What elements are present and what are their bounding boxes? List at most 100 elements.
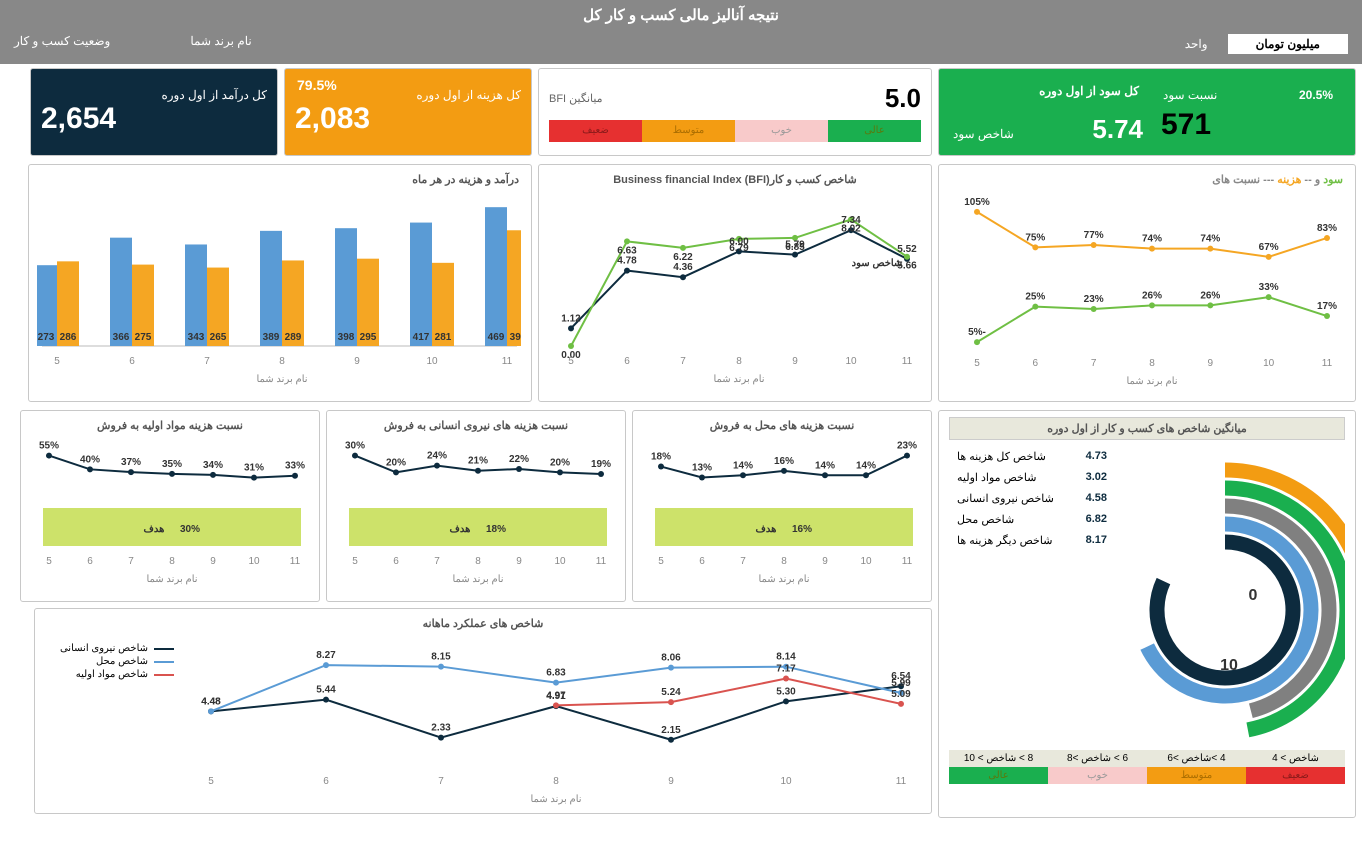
svg-text:10: 10	[554, 556, 566, 567]
svg-text:289: 289	[285, 332, 302, 343]
svg-text:26%: 26%	[1200, 290, 1220, 301]
svg-text:389: 389	[263, 332, 280, 343]
svg-text:17%: 17%	[1317, 301, 1337, 312]
svg-text:77%: 77%	[1084, 230, 1104, 241]
chart-small-1: 18%هدف30%20%24%21%22%20%19%567891011نام …	[337, 434, 615, 598]
svg-text:40%: 40%	[80, 454, 100, 465]
svg-text:6.22: 6.22	[673, 252, 693, 263]
chart-monthly: 4.485.442.334.912.155.306.544.488.278.15…	[181, 632, 921, 808]
svg-text:7: 7	[204, 356, 210, 367]
svg-text:5: 5	[54, 356, 60, 367]
chart-small-2: 30%هدف55%40%37%35%34%31%33%567891011نام …	[31, 434, 309, 598]
svg-text:10: 10	[860, 556, 872, 567]
svg-text:5.66: 5.66	[897, 261, 917, 272]
svg-text:11: 11	[502, 356, 513, 367]
kpi-bfi: 5.0 میانگین BFI عالیخوبمتوسطضعیف	[538, 68, 932, 156]
svg-text:9: 9	[792, 356, 798, 367]
svg-text:6: 6	[1033, 358, 1039, 369]
svg-text:نام برند شما: نام برند شما	[146, 574, 197, 585]
svg-text:13%: 13%	[692, 462, 712, 473]
svg-text:8.06: 8.06	[661, 653, 681, 664]
charts-row-2: میانگین شاخص های کسب و کار از اول دوره 0…	[0, 406, 1362, 822]
svg-text:37%: 37%	[121, 457, 141, 468]
svg-text:30%: 30%	[180, 524, 200, 535]
panel-avg-indices: میانگین شاخص های کسب و کار از اول دوره 0…	[938, 410, 1356, 818]
svg-text:7: 7	[438, 776, 444, 787]
svg-text:2.33: 2.33	[431, 723, 451, 734]
chart-bars: 2732863662753432653892893982954172814693…	[37, 188, 521, 394]
svg-text:8: 8	[736, 356, 742, 367]
svg-text:2.15: 2.15	[661, 725, 681, 736]
svg-text:11: 11	[290, 556, 301, 567]
svg-text:18%: 18%	[651, 452, 671, 463]
svg-text:8: 8	[781, 556, 787, 567]
svg-text:5.52: 5.52	[897, 244, 917, 255]
svg-text:8: 8	[1149, 358, 1155, 369]
charts-row-1: سود و -- هزینه --- نسبت های 105%-5%75%25…	[0, 160, 1362, 406]
svg-text:نام برند شما: نام برند شما	[530, 794, 581, 805]
svg-text:8: 8	[169, 556, 175, 567]
svg-text:5.99: 5.99	[891, 678, 911, 689]
status-label: وضعیت کسب و کار	[14, 34, 110, 54]
svg-text:23%: 23%	[1084, 294, 1104, 305]
subheader: میلیون تومان واحد نام برند شما وضعیت کسب…	[0, 30, 1362, 64]
monthly-legend: شاخص نیروی انسانیشاخص محلشاخص مواد اولیه	[53, 632, 181, 808]
svg-text:10: 10	[1220, 657, 1238, 674]
svg-text:25%: 25%	[1025, 292, 1045, 303]
svg-text:9: 9	[1208, 358, 1214, 369]
svg-text:-5%: -5%	[968, 327, 986, 338]
svg-text:33%: 33%	[285, 461, 305, 472]
svg-text:67%: 67%	[1259, 242, 1279, 253]
svg-text:22%: 22%	[509, 454, 529, 465]
svg-text:7.17: 7.17	[776, 664, 796, 675]
svg-text:9: 9	[668, 776, 674, 787]
svg-text:9: 9	[516, 556, 522, 567]
svg-text:26%: 26%	[1142, 290, 1162, 301]
unit-label: واحد	[1185, 37, 1208, 51]
svg-text:273: 273	[38, 332, 55, 343]
panel-small-0: نسبت هزینه های محل به فروش 16%هدف18%13%1…	[632, 410, 932, 602]
svg-text:نام برند شما: نام برند شما	[256, 374, 307, 385]
svg-text:10: 10	[426, 356, 438, 367]
svg-text:نام برند شما: نام برند شما	[1126, 376, 1177, 387]
svg-text:18%: 18%	[486, 524, 506, 535]
chart-bfi: شاخص سود1.120.004.786.634.366.226.006.79…	[547, 188, 921, 394]
svg-text:5: 5	[208, 776, 214, 787]
svg-text:11: 11	[1322, 358, 1333, 369]
panel-ratios: سود و -- هزینه --- نسبت های 105%-5%75%25…	[938, 164, 1356, 402]
svg-text:5: 5	[974, 358, 980, 369]
svg-text:7: 7	[434, 556, 440, 567]
svg-text:75%: 75%	[1025, 232, 1045, 243]
svg-text:286: 286	[60, 332, 77, 343]
svg-text:8: 8	[475, 556, 481, 567]
header: نتیجه آنالیز مالی کسب و کار کل	[0, 0, 1362, 30]
svg-text:11: 11	[896, 776, 907, 787]
svg-text:هدف: هدف	[144, 524, 165, 535]
chart-ratios: 105%-5%75%25%77%23%74%26%74%26%67%33%83%…	[947, 188, 1345, 396]
svg-text:14%: 14%	[815, 460, 835, 471]
svg-text:398: 398	[338, 332, 355, 343]
kpi-cost: 79.5% کل هزینه از اول دوره 2,083	[284, 68, 532, 156]
svg-text:6.79: 6.79	[729, 243, 749, 254]
kpi-row: 20.5%نسبت سود 571 کل سود از اول دوره 5.7…	[0, 64, 1362, 160]
svg-text:275: 275	[135, 332, 152, 343]
svg-text:14%: 14%	[733, 460, 753, 471]
svg-text:6: 6	[129, 356, 135, 367]
svg-text:هدف: هدف	[756, 524, 777, 535]
svg-text:34%: 34%	[203, 460, 223, 471]
panel-small-2: نسبت هزینه مواد اولیه به فروش 30%هدف55%4…	[20, 410, 320, 602]
svg-text:5: 5	[568, 356, 574, 367]
svg-text:14%: 14%	[856, 460, 876, 471]
panel-small-1: نسبت هزینه های نیروی انسانی به فروش 18%ه…	[326, 410, 626, 602]
svg-text:9: 9	[822, 556, 828, 567]
svg-text:74%: 74%	[1142, 234, 1162, 245]
kpi-income: کل درآمد از اول دوره 2,654	[30, 68, 278, 156]
svg-text:7: 7	[1091, 358, 1097, 369]
svg-text:5: 5	[46, 556, 52, 567]
svg-text:7: 7	[128, 556, 134, 567]
svg-text:5: 5	[658, 556, 664, 567]
svg-text:6: 6	[699, 556, 705, 567]
svg-text:6: 6	[87, 556, 93, 567]
svg-text:20%: 20%	[386, 457, 406, 468]
svg-text:30%: 30%	[345, 441, 365, 452]
